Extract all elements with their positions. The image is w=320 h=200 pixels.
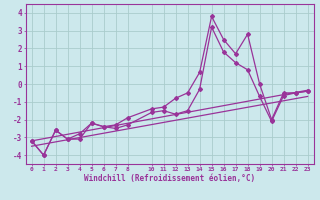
- X-axis label: Windchill (Refroidissement éolien,°C): Windchill (Refroidissement éolien,°C): [84, 174, 255, 183]
